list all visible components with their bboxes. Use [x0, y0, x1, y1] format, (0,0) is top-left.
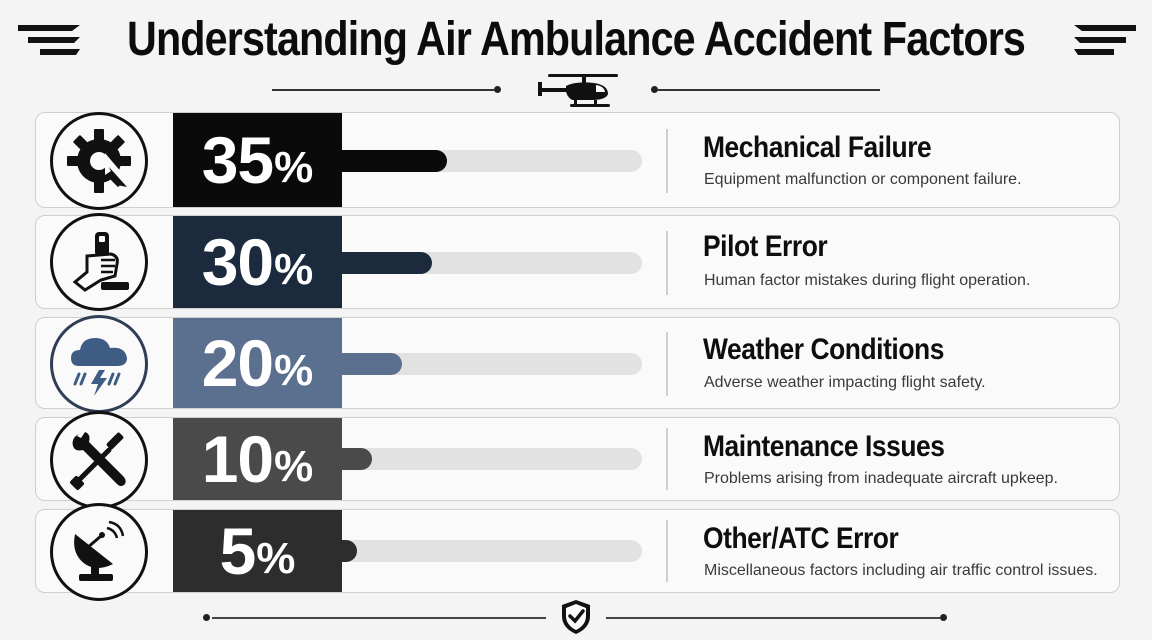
bar-track [342, 448, 642, 470]
row-divider [666, 231, 668, 295]
bar-track [342, 540, 642, 562]
header-rule-right [658, 89, 880, 91]
row-title: Other/ATC Error [703, 522, 899, 555]
percent-block: 10% [173, 418, 342, 500]
row-title: Weather Conditions [703, 333, 944, 366]
percent-symbol: % [274, 442, 314, 491]
row-description: Miscellaneous factors including air traf… [704, 562, 1098, 579]
shield-check-icon [562, 600, 590, 634]
header-dot-left [494, 86, 501, 93]
storm-cloud-icon [71, 338, 127, 396]
row-title: Mechanical Failure [703, 131, 932, 164]
header-dot-right [651, 86, 658, 93]
row-divider [666, 428, 668, 490]
factor-row-weather: 20% Weather Conditions Adverse weather i… [35, 315, 1120, 413]
percent-block: 30% [173, 216, 342, 308]
percent-symbol: % [274, 346, 314, 395]
footer-rule-right [606, 617, 940, 619]
icon-badge [50, 213, 148, 311]
row-title: Pilot Error [703, 230, 828, 263]
satellite-dish-icon [74, 520, 125, 581]
icon-badge [50, 411, 148, 509]
helicopter-icon [538, 74, 618, 107]
percent-value: 30 [201, 225, 274, 299]
bar-track [342, 353, 642, 375]
header-rule-left [272, 89, 494, 91]
percent-value: 35 [201, 123, 274, 197]
icon-badge [50, 503, 148, 601]
bar-fill-other [342, 540, 357, 562]
factor-row-mechanical: 35% Mechanical Failure Equipment malfunc… [35, 112, 1120, 210]
row-divider [666, 332, 668, 396]
row-title: Maintenance Issues [703, 430, 945, 463]
percent-symbol: % [274, 245, 314, 294]
bar-fill-weather [342, 353, 402, 375]
bar-fill-pilot [342, 252, 432, 274]
percent-block: 20% [173, 318, 342, 408]
bar-fill-mechanical [342, 150, 447, 172]
footer-dot-left [203, 614, 210, 621]
percent-value: 20 [201, 326, 274, 400]
factor-row-other: 5% Other/ATC Error Miscellaneous factors… [35, 503, 1120, 601]
bar-fill-maintenance [342, 448, 372, 470]
factor-row-pilot: 30% Pilot Error Human factor mistakes du… [35, 213, 1120, 311]
row-description: Adverse weather impacting flight safety. [704, 374, 986, 391]
speed-lines-left-icon [18, 25, 80, 55]
gear-broken-icon [67, 129, 131, 193]
row-divider [666, 129, 668, 193]
wrench-screwdriver-icon [70, 432, 126, 490]
footer-dot-right [940, 614, 947, 621]
bar-track [342, 150, 642, 172]
percent-value: 10 [201, 422, 274, 496]
row-description: Problems arising from inadequate aircraf… [704, 470, 1058, 487]
row-description: Equipment malfunction or component failu… [704, 171, 1022, 188]
speed-lines-right-icon [1074, 25, 1136, 55]
icon-badge [50, 315, 148, 413]
footer-rule-left [212, 617, 546, 619]
bar-track [342, 252, 642, 274]
hand-pilot-icon [72, 232, 129, 292]
page-title: Understanding Air Ambulance Accident Fac… [126, 13, 1026, 66]
icon-badge [50, 112, 148, 210]
percent-value: 5 [219, 514, 257, 588]
percent-block: 5% [173, 510, 342, 592]
factor-row-maintenance: 10% Maintenance Issues Problems arising … [35, 411, 1120, 509]
percent-symbol: % [256, 534, 296, 583]
row-description: Human factor mistakes during flight oper… [704, 272, 1031, 289]
row-divider [666, 520, 668, 582]
percent-block: 35% [173, 113, 342, 207]
percent-symbol: % [274, 143, 314, 192]
